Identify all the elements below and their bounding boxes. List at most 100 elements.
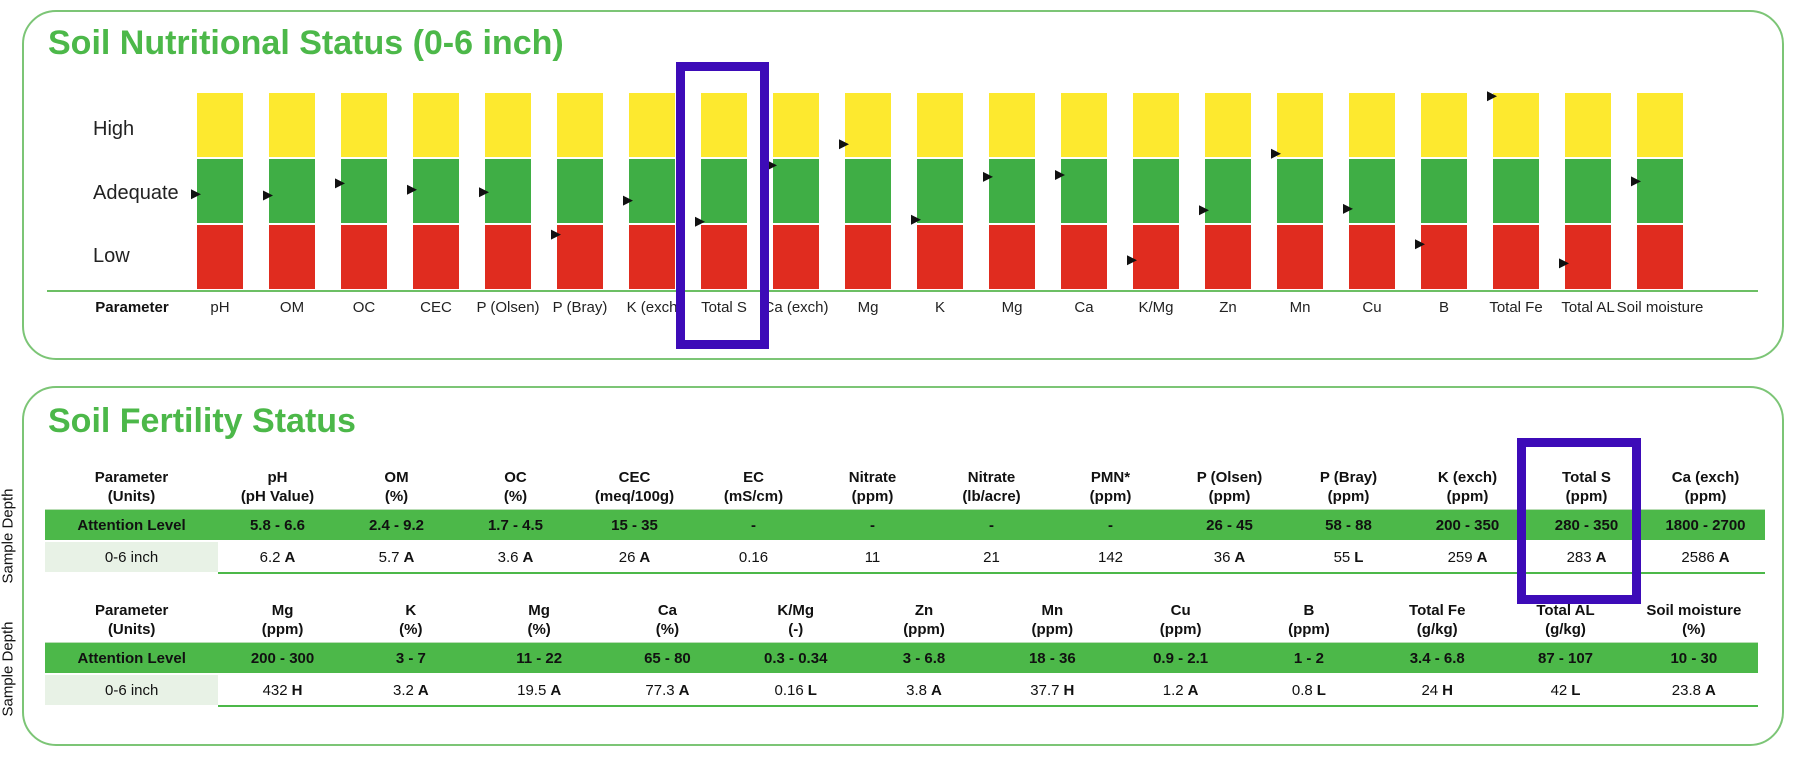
column-header: Total Fe (g/kg) xyxy=(1409,602,1466,638)
chart-param-label: CEC xyxy=(420,299,452,316)
value-cell: 0.16 L xyxy=(731,673,860,707)
column-header: Total S (ppm) xyxy=(1562,469,1611,505)
chart-bar-high xyxy=(1277,93,1323,157)
column-header: Cu (ppm) xyxy=(1159,602,1202,638)
chart-bar-low xyxy=(1061,225,1107,289)
value-cell: 26 A xyxy=(575,540,694,574)
chart-bar-low xyxy=(269,225,315,289)
chart-bar-high xyxy=(341,93,387,157)
column-header: EC (mS/cm) xyxy=(723,469,784,505)
value-cell: 142 xyxy=(1051,540,1170,574)
value-cell: 3.2 A xyxy=(346,673,475,707)
attention-level-row: Attention Level 200 - 300 3 - 7 11 - 22 65 -… xyxy=(45,642,1758,674)
chart-param-label: Soil moisture xyxy=(1617,299,1704,316)
chart-param-label: K/Mg xyxy=(1138,299,1173,316)
chart-bar-adequate xyxy=(1565,159,1611,223)
chart-bar-adequate xyxy=(1637,159,1683,223)
chart-bar-adequate xyxy=(629,159,675,223)
value-cell: 0.8 L xyxy=(1244,673,1374,707)
chart-bar-adequate xyxy=(1421,159,1467,223)
chart-bar-high xyxy=(917,93,963,157)
attention-range: 0.3 - 0.34 xyxy=(731,642,860,674)
chart-bar-adequate xyxy=(1061,159,1107,223)
attention-range: 3 - 7 xyxy=(346,642,475,674)
chart-param-label: Ca xyxy=(1074,299,1094,316)
chart-bar-low xyxy=(1565,225,1611,289)
sample-depth-cell: 0-6 inch xyxy=(45,540,218,574)
value-cell: 1.2 A xyxy=(1116,673,1245,707)
column-header: P (Bray) (ppm) xyxy=(1319,469,1378,505)
chart-param-label: K (exch xyxy=(627,299,678,316)
attention-level-row: Attention Level 5.8 - 6.6 2.4 - 9.2 1.7 - 4… xyxy=(45,509,1765,541)
chart-bar-adequate xyxy=(341,159,387,223)
value-cell: 2586 A xyxy=(1646,540,1765,574)
chart-bar-low xyxy=(845,225,891,289)
total-s-chart-highlight xyxy=(676,62,769,349)
chart-marker xyxy=(1199,205,1209,216)
chart-bar-low xyxy=(917,225,963,289)
chart-bar-adequate xyxy=(845,159,891,223)
chart-bar-low xyxy=(413,225,459,289)
attention-range: 87 - 107 xyxy=(1501,642,1630,674)
chart-bar-high xyxy=(1205,93,1251,157)
chart-bar-high xyxy=(1349,93,1395,157)
chart-bar-adequate xyxy=(1277,159,1323,223)
attention-level-label: Attention Level xyxy=(45,642,219,674)
chart-marker xyxy=(767,160,777,171)
column-header: Ca (%) xyxy=(655,602,680,638)
attention-range: 3.4 - 6.8 xyxy=(1373,642,1502,674)
value-cell: 19.5 A xyxy=(474,673,604,707)
value-cell: 21 xyxy=(932,540,1051,574)
chart-bar-high xyxy=(1493,93,1539,157)
attention-range: 280 - 350 xyxy=(1527,509,1646,541)
chart-row-label-high: High xyxy=(93,118,134,140)
chart-param-label: OC xyxy=(353,299,376,316)
chart-bar-adequate xyxy=(269,159,315,223)
attention-range: - xyxy=(1051,509,1170,541)
attention-range: 1 - 2 xyxy=(1244,642,1374,674)
chart-marker xyxy=(983,171,993,182)
chart-bar-adequate xyxy=(917,159,963,223)
chart-row-label-low: Low xyxy=(93,245,130,267)
column-header: K (%) xyxy=(399,602,423,638)
column-header: B (ppm) xyxy=(1288,602,1330,638)
column-header: PMN* (ppm) xyxy=(1089,469,1132,505)
chart-bar-high xyxy=(629,93,675,157)
value-cell: 5.7 A xyxy=(337,540,456,574)
value-cell: 6.2 A xyxy=(218,540,337,574)
attention-range: 1800 - 2700 xyxy=(1646,509,1765,541)
chart-param-label: Mg xyxy=(858,299,879,316)
column-header: Total AL (g/kg) xyxy=(1536,602,1595,638)
column-header: Mn (ppm) xyxy=(1031,602,1074,638)
column-header: Mg (ppm) xyxy=(261,602,304,638)
column-header: Ca (exch) (ppm) xyxy=(1671,469,1740,505)
chart-marker xyxy=(1559,258,1569,269)
chart-marker xyxy=(695,216,705,227)
attention-range: 1.7 - 4.5 xyxy=(456,509,575,541)
chart-bar-low xyxy=(1349,225,1395,289)
chart-param-label: Ca (exch) xyxy=(763,299,828,316)
chart-bar-low xyxy=(197,225,243,289)
chart-marker xyxy=(551,229,561,240)
chart-param-label: Mn xyxy=(1290,299,1311,316)
attention-range: - xyxy=(813,509,932,541)
chart-bar-low xyxy=(341,225,387,289)
value-cell: 23.8 A xyxy=(1629,673,1758,707)
value-cell: 37.7 H xyxy=(988,673,1117,707)
chart-param-label: Total AL xyxy=(1561,299,1614,316)
chart-marker xyxy=(1343,203,1353,214)
chart-param-label: OM xyxy=(280,299,304,316)
chart-marker xyxy=(839,139,849,150)
chart-param-label: Total Fe xyxy=(1489,299,1542,316)
chart-bar-low xyxy=(989,225,1035,289)
attention-range: 5.8 - 6.6 xyxy=(218,509,337,541)
chart-bar-adequate xyxy=(1205,159,1251,223)
chart-marker xyxy=(407,184,417,195)
chart-marker xyxy=(1487,91,1497,102)
chart-bar-adequate xyxy=(1349,159,1395,223)
param-header-cell: Parameter (Units) xyxy=(95,602,169,638)
chart-bar-high xyxy=(557,93,603,157)
column-header: Soil moisture (%) xyxy=(1646,602,1742,638)
table-header-row: Parameter (Units) Mg (ppm) K (%) Mg (%) Ca (%) K/M… xyxy=(45,598,1758,643)
chart-bar-high xyxy=(485,93,531,157)
